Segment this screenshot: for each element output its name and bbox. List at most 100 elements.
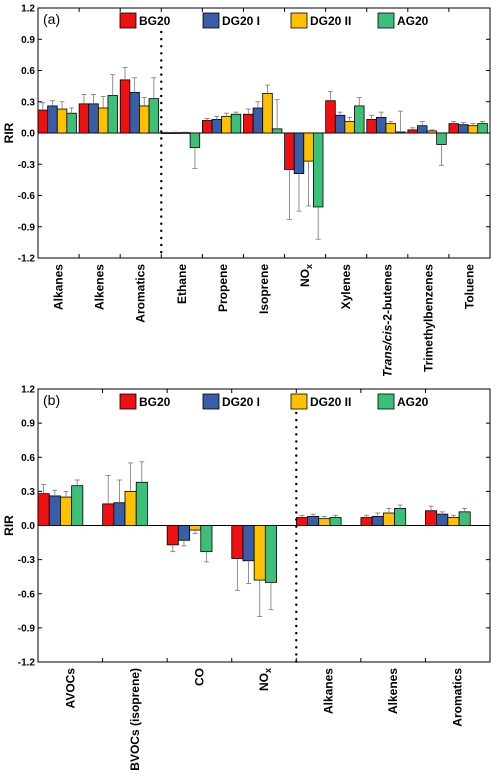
bar — [295, 517, 308, 526]
category-label: NOx — [257, 668, 273, 691]
legend-label: BG20 — [139, 14, 171, 28]
category-label-text: NO — [298, 269, 312, 287]
category-label: Propene — [216, 264, 230, 312]
panel-label: (b) — [43, 392, 60, 408]
y-tick-label: 0.6 — [21, 453, 35, 464]
bar — [160, 132, 172, 134]
bar — [318, 518, 331, 526]
bar — [170, 132, 181, 134]
bar — [102, 503, 115, 526]
category-label-text: AVOCs — [63, 668, 77, 709]
bar — [395, 131, 406, 134]
bar — [60, 496, 73, 526]
category-label-text: Alkanes — [322, 668, 336, 714]
bar — [425, 510, 438, 526]
bar — [211, 119, 223, 134]
y-tick-label: 0.0 — [21, 521, 35, 532]
bar — [366, 119, 377, 134]
bar — [252, 107, 264, 134]
category-label-text: Xylenes — [339, 264, 353, 310]
bar — [243, 113, 254, 134]
bar — [448, 123, 459, 134]
y-axis-label: RIR — [2, 122, 16, 143]
category-label: Alkenes — [93, 264, 107, 310]
legend-swatch — [119, 12, 137, 29]
category-label: BVOCs (isoprene) — [128, 668, 142, 771]
legend-swatch — [377, 12, 395, 29]
legend-swatch — [202, 12, 220, 29]
bar — [177, 525, 190, 541]
bar — [303, 132, 314, 162]
y-tick-label: -0.9 — [18, 222, 36, 233]
bar — [124, 490, 137, 526]
category-label-text: Alkenes — [93, 264, 107, 310]
bar — [180, 132, 191, 134]
bar — [293, 132, 305, 175]
bar — [253, 525, 266, 581]
y-tick-label: -0.6 — [18, 191, 36, 202]
category-label-text: Aromatics — [134, 264, 148, 323]
bar — [129, 91, 140, 134]
bar — [135, 481, 148, 526]
category-label: Ethane — [175, 264, 189, 304]
legend-label: AG20 — [397, 395, 429, 409]
legend-swatch — [290, 12, 308, 29]
category-label: AVOCs — [63, 668, 77, 709]
category-label: CO — [192, 668, 206, 686]
bar — [66, 112, 77, 134]
bar — [71, 485, 84, 526]
category-label-text: Isoprene — [257, 264, 271, 314]
bar — [262, 93, 273, 134]
bar — [344, 121, 355, 134]
category-label-text: Propene — [216, 264, 230, 312]
category-label: Alkanes — [322, 668, 336, 714]
category-label: Xylenes — [339, 264, 353, 310]
legend-label: DG20 I — [222, 395, 260, 409]
bar — [119, 79, 131, 134]
bar — [231, 525, 244, 559]
category-label: Toluene — [462, 264, 476, 309]
category-label-text: NO — [257, 673, 271, 691]
panel-b: -1.2 -0.9 -0.6 -0.3 0.0 0.3 0.6 0.9 1.2 RIR (b) BG2… — [2, 385, 491, 771]
legend-swatch — [119, 393, 137, 410]
bar — [385, 123, 396, 134]
bar — [375, 116, 387, 134]
category-label: NOx — [298, 264, 314, 287]
bar — [88, 103, 99, 134]
bar — [97, 107, 109, 134]
y-tick-label: 1.2 — [21, 385, 35, 396]
y-tick-label: -0.3 — [18, 555, 36, 566]
bar — [458, 511, 471, 526]
category-label: Aromatics — [134, 264, 148, 323]
legend-label: DG20 II — [310, 395, 351, 409]
y-tick-label: 0.9 — [21, 419, 35, 430]
bar — [417, 125, 428, 134]
y-tick-label: 0.6 — [21, 66, 35, 77]
category-label: Trans/cis-2-butenes — [380, 264, 394, 377]
bar — [230, 113, 242, 134]
category-label: Trimethylbenzenes — [421, 264, 435, 372]
category-label: Aromatics — [451, 668, 465, 727]
panel-a: -1.2 -0.9 -0.6 -0.3 0.0 0.3 0.6 0.9 1.2 RIR (a) BG2… — [2, 4, 491, 377]
category-label-text: Alkenes — [386, 668, 400, 714]
category-label: Alkenes — [386, 668, 400, 714]
bar — [78, 103, 90, 134]
category-label-text: Alkanes — [52, 264, 66, 310]
bar — [312, 132, 324, 208]
category-label-text: -2-butenes — [380, 264, 394, 325]
y-tick-label: 0.0 — [21, 129, 35, 140]
bar — [371, 516, 384, 526]
category-label: Isoprene — [257, 264, 271, 314]
legend-label: DG20 II — [310, 14, 351, 28]
bar — [407, 129, 418, 134]
y-tick-label: 0.9 — [21, 35, 35, 46]
category-label-text: CO — [192, 668, 206, 686]
bar — [447, 517, 460, 526]
category-label-text: Ethane — [175, 264, 189, 304]
bar — [360, 517, 373, 526]
y-tick-label: 0.3 — [21, 487, 35, 498]
category-label-text: BVOCs (isoprene) — [128, 668, 142, 771]
category-label-text: Trimethylbenzenes — [421, 264, 435, 372]
bar — [264, 525, 277, 583]
bar — [271, 128, 283, 134]
